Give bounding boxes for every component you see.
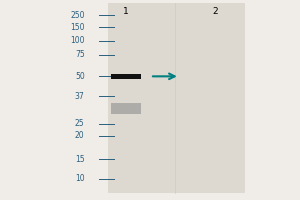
Bar <box>111 74 141 79</box>
Text: 150: 150 <box>70 23 85 32</box>
Bar <box>111 103 141 114</box>
Text: 1: 1 <box>123 7 129 16</box>
Text: 2: 2 <box>213 7 218 16</box>
Text: 250: 250 <box>70 11 85 20</box>
Text: 75: 75 <box>75 50 85 59</box>
Text: 37: 37 <box>75 92 85 101</box>
Text: 100: 100 <box>70 36 85 45</box>
Text: 25: 25 <box>75 119 85 128</box>
Bar <box>108 3 245 193</box>
Text: 15: 15 <box>75 155 85 164</box>
Text: 10: 10 <box>75 174 85 183</box>
Text: 50: 50 <box>75 72 85 81</box>
Text: 20: 20 <box>75 131 85 140</box>
